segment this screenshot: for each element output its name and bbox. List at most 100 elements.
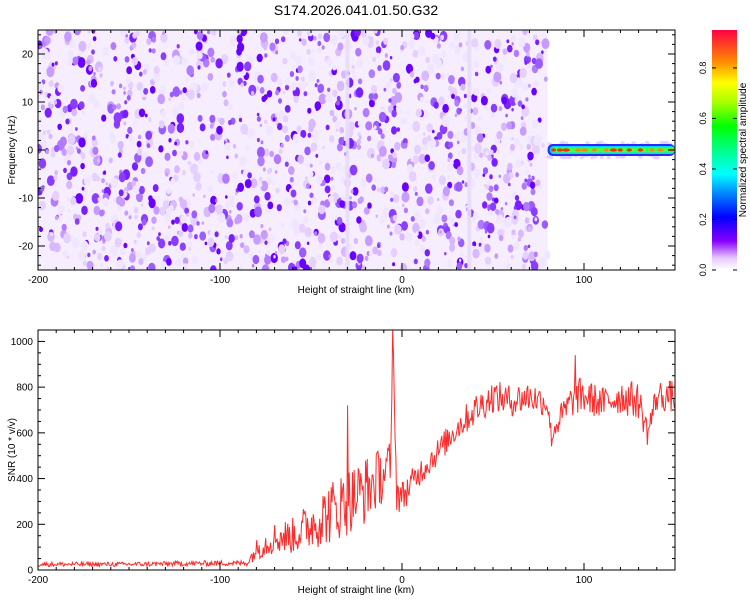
heatmap-cell xyxy=(494,38,502,49)
heatmap-cell xyxy=(295,55,303,66)
heatmap-cell xyxy=(304,227,312,238)
heatmap-cell xyxy=(282,125,289,134)
heatmap-cell xyxy=(178,230,184,238)
heatmap-cell xyxy=(104,231,112,242)
heatmap-cell xyxy=(266,249,271,256)
heatmap-cell xyxy=(484,230,488,234)
snr-xtick-label: -100 xyxy=(210,575,230,586)
heatmap-cell xyxy=(100,262,103,267)
heatmap-cell xyxy=(356,138,361,145)
heatmap-cell xyxy=(222,173,230,184)
heatmap-cell xyxy=(360,178,367,188)
heatmap-cell xyxy=(414,238,421,247)
heatmap-cell xyxy=(234,153,239,159)
heatmap-cell xyxy=(253,195,260,204)
heatmap-cell xyxy=(67,57,73,66)
heatmap-cell xyxy=(509,72,518,84)
heatmap-cell xyxy=(511,137,514,141)
heatmap-cell xyxy=(181,57,188,66)
heatmap-cell xyxy=(456,262,463,270)
heatmap-cell xyxy=(250,91,255,96)
heatmap-cell xyxy=(216,125,223,135)
heatmap-cell xyxy=(133,239,137,244)
heatmap-cell xyxy=(153,65,160,75)
heatmap-cell xyxy=(87,30,91,33)
heatmap-cell xyxy=(120,30,128,37)
heatmap-cell xyxy=(116,103,121,110)
heatmap-cell xyxy=(519,126,527,136)
heatmap-cell xyxy=(234,217,240,225)
heatmap-cell xyxy=(541,143,545,148)
heatmap-cell xyxy=(410,33,415,40)
heatmap-cell xyxy=(489,174,493,180)
heatmap-cell xyxy=(136,140,142,148)
heatmap-cell xyxy=(463,93,467,99)
snr-ytick-label: 800 xyxy=(16,383,33,394)
signal-band-peak xyxy=(551,148,557,152)
heatmap-cell xyxy=(356,144,362,151)
heatmap-xlabel: Height of straight line (km) xyxy=(298,285,415,296)
heatmap-cell xyxy=(127,126,133,134)
heatmap-cell xyxy=(373,178,377,183)
heatmap-cell xyxy=(448,199,454,207)
heatmap-cell xyxy=(472,248,480,259)
heatmap-cell xyxy=(168,138,172,143)
heatmap-cell xyxy=(132,119,138,126)
heatmap-cell xyxy=(472,245,475,250)
heatmap-cell xyxy=(472,241,477,247)
heatmap-cell xyxy=(236,61,244,72)
heatmap-cell xyxy=(295,76,299,81)
heatmap-cell xyxy=(282,91,285,95)
heatmap-cell xyxy=(306,48,311,55)
heatmap-cell xyxy=(96,176,101,182)
heatmap-cell xyxy=(479,152,483,158)
heatmap-cell xyxy=(392,72,400,83)
heatmap-cell xyxy=(307,31,310,36)
heatmap-cell xyxy=(505,113,508,118)
heatmap-cell xyxy=(474,46,478,52)
heatmap-cell xyxy=(486,192,493,201)
heatmap-cell xyxy=(208,203,216,214)
heatmap-cell xyxy=(113,56,118,62)
heatmap-cell xyxy=(236,30,242,35)
heatmap-cell xyxy=(78,40,87,52)
snr-series xyxy=(38,330,675,569)
heatmap-cell xyxy=(201,149,209,160)
heatmap-cell xyxy=(529,162,533,167)
heatmap-cell xyxy=(210,265,217,270)
heatmap-cell xyxy=(375,40,380,46)
heatmap-cell xyxy=(422,110,429,119)
heatmap-cell xyxy=(317,233,326,244)
heatmap-ytick-label: -10 xyxy=(19,194,34,205)
heatmap-cell xyxy=(284,105,291,113)
heatmap-cell xyxy=(419,219,425,228)
heatmap-cell xyxy=(70,98,78,110)
heatmap-cell xyxy=(190,215,198,226)
heatmap-cell xyxy=(102,47,109,56)
heatmap-cell xyxy=(335,128,339,132)
heatmap-cell xyxy=(259,87,265,94)
heatmap-cell xyxy=(185,77,189,83)
heatmap-cell xyxy=(300,85,305,91)
heatmap-cell xyxy=(455,209,462,219)
heatmap-cell xyxy=(489,149,494,155)
heatmap-cell xyxy=(75,127,78,131)
heatmap-cell xyxy=(281,36,286,43)
signal-band-peak xyxy=(609,148,618,152)
heatmap-cell xyxy=(283,198,290,207)
heatmap-cell xyxy=(413,186,418,192)
heatmap-cell xyxy=(99,73,103,78)
heatmap-cell xyxy=(532,119,539,129)
heatmap-cell xyxy=(239,30,248,37)
heatmap-cell xyxy=(460,251,465,257)
heatmap-cell xyxy=(148,262,156,270)
heatmap-cell xyxy=(124,36,130,44)
heatmap-cell xyxy=(530,261,539,270)
heatmap-cell xyxy=(483,184,487,188)
heatmap-cell xyxy=(229,209,232,214)
heatmap-cell xyxy=(336,95,341,102)
heatmap-cell xyxy=(415,108,422,118)
heatmap-cell xyxy=(426,123,434,133)
heatmap-cell xyxy=(521,182,527,190)
